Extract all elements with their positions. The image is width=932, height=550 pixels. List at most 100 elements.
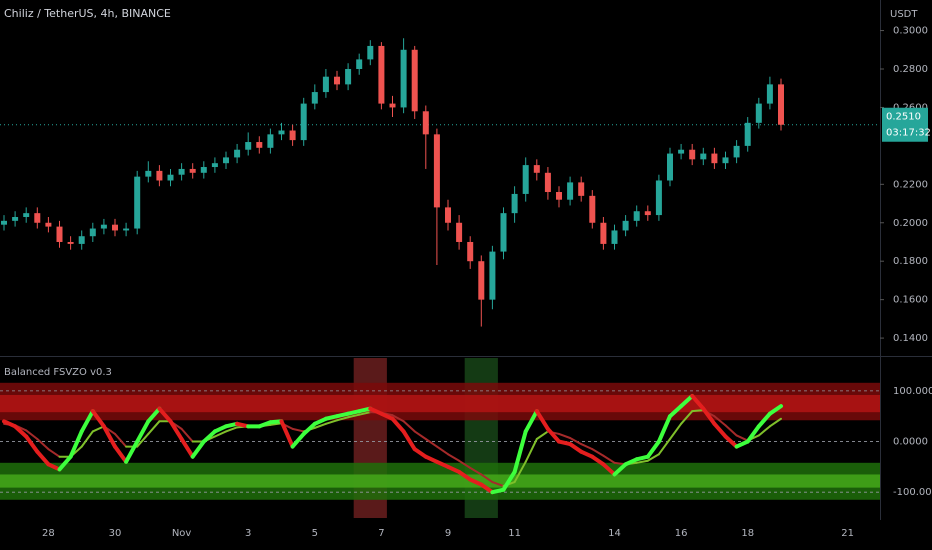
- candle-body: [334, 76, 340, 85]
- candle-body: [733, 145, 740, 158]
- candle-body: [522, 165, 529, 194]
- fast-line-segment: [612, 462, 628, 477]
- candle-body: [378, 45, 385, 104]
- slow-line-segment: [80, 430, 94, 448]
- slow-line-segment: [491, 481, 505, 488]
- x-tick-label: 14: [608, 528, 621, 539]
- candle-body: [322, 76, 329, 93]
- candle-body: [589, 195, 596, 223]
- fast-line-segment: [590, 454, 606, 467]
- fast-line-segment: [124, 439, 140, 464]
- candle-body: [112, 224, 118, 231]
- slow-line-segment: [524, 438, 538, 463]
- fast-line-segment: [379, 411, 395, 421]
- fast-line-segment: [623, 457, 639, 467]
- candle-body: [478, 261, 485, 300]
- x-tick-label: 9: [445, 528, 451, 539]
- y-tick-label: 0.3000: [893, 26, 928, 37]
- fast-line-segment: [512, 429, 528, 474]
- slow-line-segment: [269, 422, 283, 426]
- candle-body: [433, 134, 440, 208]
- fast-line-segment: [113, 444, 129, 464]
- candle-body: [600, 222, 607, 244]
- band: [0, 474, 880, 488]
- last-price-box: [882, 107, 928, 142]
- slow-line-segment: [324, 419, 338, 425]
- candle-body: [23, 213, 30, 217]
- fast-line-segment: [645, 439, 661, 459]
- last-price-label: 0.2510: [886, 112, 921, 123]
- indicator-title: Balanced FSVZO v0.3: [4, 367, 112, 378]
- fast-line-segment: [401, 429, 417, 452]
- candle-body: [278, 130, 285, 135]
- candle-body: [167, 174, 174, 181]
- candle-body: [1, 220, 7, 225]
- candle-body: [123, 228, 130, 231]
- candle-body: [178, 168, 185, 175]
- fast-line-segment: [190, 439, 206, 459]
- fast-line-segment: [656, 414, 672, 444]
- candle-body: [678, 149, 685, 154]
- candle-body: [145, 170, 152, 177]
- x-tick-label: 11: [508, 528, 521, 539]
- slow-line-segment: [569, 437, 583, 446]
- fast-line-segment: [679, 393, 695, 409]
- candle-body: [311, 92, 318, 104]
- candle-body: [445, 207, 451, 223]
- candle-body: [778, 84, 784, 125]
- slow-line-segment: [435, 445, 449, 456]
- fast-line-segment: [723, 434, 739, 449]
- candle-body: [744, 122, 751, 146]
- candle-body: [189, 168, 196, 173]
- y-tick-label: 0.1600: [893, 295, 928, 306]
- slow-line-segment: [480, 473, 494, 484]
- slow-line-segment: [336, 416, 350, 422]
- chart-title: Chiliz / TetherUS, 4h, BINANCE: [4, 7, 171, 20]
- fast-line-segment: [101, 424, 117, 449]
- x-tick-label: 16: [675, 528, 688, 539]
- candle-body: [34, 213, 41, 223]
- candle-body: [12, 216, 19, 221]
- candle-body: [456, 222, 463, 242]
- slow-line-segment: [213, 430, 227, 438]
- candle-body: [711, 153, 718, 164]
- fast-line-segment: [368, 406, 384, 416]
- slow-line-segment: [680, 410, 694, 425]
- fast-line-segment: [290, 431, 306, 449]
- currency-label: USDT: [890, 9, 918, 20]
- slow-line-segment: [47, 448, 61, 458]
- slow-line-segment: [558, 432, 572, 439]
- slow-line-segment: [513, 460, 527, 484]
- candle-body: [766, 84, 773, 104]
- candle-body: [689, 149, 696, 160]
- fast-line-segment: [756, 411, 772, 429]
- candle-body: [633, 211, 640, 221]
- fast-line-segment: [434, 459, 450, 469]
- y-tick-label: 0.1400: [893, 333, 928, 344]
- fast-line-segment: [279, 419, 295, 449]
- candle-body: [89, 228, 96, 237]
- candle-body: [667, 153, 673, 181]
- candle-body: [389, 103, 396, 108]
- slow-line-segment: [291, 427, 305, 433]
- fast-line-segment: [690, 393, 706, 411]
- candle-body: [345, 69, 352, 85]
- x-tick-label: 3: [245, 528, 251, 539]
- fast-line-segment: [712, 421, 728, 439]
- fast-line-segment: [79, 409, 95, 434]
- candle-body: [511, 193, 518, 214]
- slow-line-segment: [458, 459, 472, 469]
- slow-line-segment: [180, 427, 194, 443]
- candle-body: [500, 213, 507, 252]
- x-tick-label: 28: [42, 528, 55, 539]
- slow-line-segment: [358, 411, 372, 416]
- slow-line-segment: [424, 438, 438, 448]
- band: [0, 394, 880, 413]
- fast-line-segment: [157, 406, 173, 424]
- fast-line-segment: [146, 406, 162, 424]
- fast-line-segment: [90, 409, 106, 429]
- candle-body: [544, 172, 551, 193]
- slow-line-segment: [391, 414, 405, 423]
- candle-body: [422, 111, 429, 135]
